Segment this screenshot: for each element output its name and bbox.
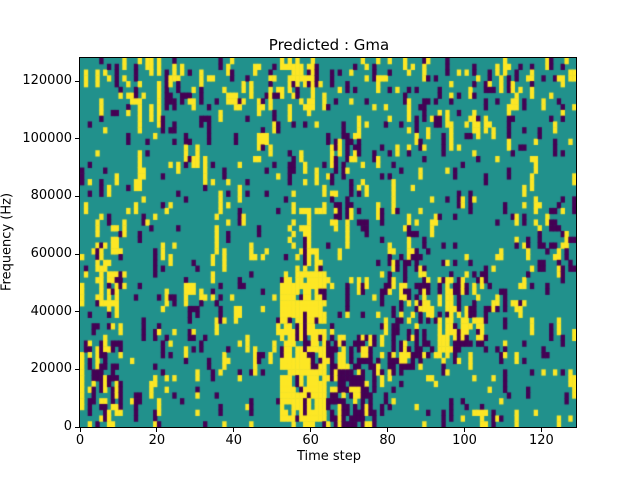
y-tick-label: 0 — [63, 419, 72, 434]
x-tick-label: 40 — [225, 433, 243, 448]
plot-area — [79, 57, 577, 428]
y-tick-label: 60000 — [30, 246, 72, 262]
x-tick-label: 100 — [452, 433, 477, 448]
y-tick-label: 20000 — [30, 361, 72, 377]
y-tick-mark — [75, 426, 79, 428]
y-tick-mark — [75, 311, 79, 313]
x-tick-label: 20 — [148, 433, 166, 448]
x-tick-label: 0 — [75, 433, 85, 448]
y-tick-mark — [75, 195, 79, 197]
x-tick-label: 80 — [379, 433, 396, 448]
x-axis-label: Time step — [296, 449, 362, 464]
y-axis-label: Frequency (Hz) — [0, 192, 15, 292]
x-tick-mark — [156, 428, 158, 432]
heatmap-canvas — [80, 58, 576, 427]
plot-title: Predicted : Gma — [268, 36, 390, 54]
y-tick-label: 40000 — [30, 303, 72, 319]
x-tick-mark — [233, 428, 235, 432]
x-tick-mark — [463, 428, 465, 432]
y-tick-label: 80000 — [30, 188, 72, 204]
x-tick-label: 120 — [528, 433, 554, 448]
x-tick-mark — [310, 428, 312, 432]
x-tick-mark — [387, 428, 389, 432]
x-tick-label: 60 — [302, 433, 319, 448]
x-tick-mark — [79, 428, 81, 432]
y-tick-label: 100000 — [22, 130, 72, 146]
y-tick-mark — [75, 80, 79, 82]
y-tick-label: 120000 — [22, 73, 72, 89]
y-tick-mark — [75, 368, 79, 370]
y-tick-mark — [75, 253, 79, 255]
x-tick-mark — [540, 428, 542, 432]
y-tick-mark — [75, 138, 79, 140]
